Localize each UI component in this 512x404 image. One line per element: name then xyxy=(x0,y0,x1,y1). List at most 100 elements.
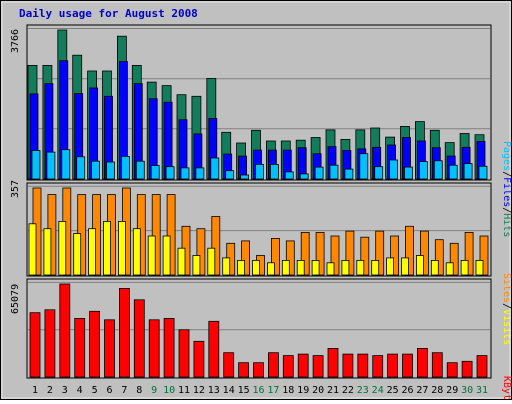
visits-bar xyxy=(475,259,484,276)
kbytes-bar xyxy=(431,352,443,378)
day-label: 28 xyxy=(431,385,443,396)
visits-bar xyxy=(162,235,171,276)
visits-bar xyxy=(237,259,246,276)
kbytes-bar xyxy=(357,353,369,378)
sites-bar xyxy=(375,230,385,276)
pages-bar xyxy=(255,163,264,180)
kbytes-bar xyxy=(44,309,56,378)
kbytes-bar xyxy=(133,299,145,378)
pages-bar xyxy=(195,167,205,180)
visits-bar xyxy=(177,247,186,276)
day-label: 16 xyxy=(252,385,264,396)
chart-title: Daily usage for August 2008 xyxy=(19,7,198,20)
sites-bar xyxy=(285,240,295,276)
legend-hits: Hits xyxy=(501,213,511,237)
legend-kbytes: KBytes xyxy=(501,376,511,399)
day-label: 10 xyxy=(163,385,175,396)
legend-files: Files xyxy=(501,177,511,207)
kbytes-bar xyxy=(163,317,175,378)
sites-bar xyxy=(211,216,221,276)
kbytes-bar xyxy=(74,317,86,378)
day-label: 2 xyxy=(47,385,53,396)
pages-bar xyxy=(478,165,488,180)
day-label: 6 xyxy=(106,385,112,396)
pages-bar xyxy=(418,161,428,180)
day-label: 31 xyxy=(476,385,488,396)
sites-bar xyxy=(241,240,251,276)
sites-bar xyxy=(464,231,474,276)
pages-bar xyxy=(463,163,473,180)
legend-sep-1: / xyxy=(501,171,511,177)
day-label: 24 xyxy=(372,385,384,396)
legend-sites: Sites xyxy=(501,273,511,303)
kbytes-bar xyxy=(387,353,399,378)
pages-bar xyxy=(210,157,220,180)
day-label: 9 xyxy=(151,385,157,396)
legend-visits: Visits xyxy=(501,309,511,345)
day-label: 27 xyxy=(416,385,428,396)
pages-bar xyxy=(448,164,458,180)
visits-bar xyxy=(445,262,454,276)
kbytes-bar xyxy=(267,352,279,378)
kbytes-bar xyxy=(446,362,458,378)
pages-bar xyxy=(150,165,160,180)
kbytes-bar xyxy=(416,347,428,378)
pages-bar xyxy=(374,166,384,180)
visits-bar xyxy=(132,228,141,276)
day-label: 19 xyxy=(297,385,309,396)
day-labels: 1 2 3 4 5 6 7 8 9 10 11 12 13 14 15 16 17 18 19 20 21 22 23 24 2… xyxy=(32,385,488,396)
kbytes-bar xyxy=(89,310,100,378)
kbytes-bar xyxy=(342,353,354,378)
visits-bar xyxy=(326,262,335,276)
visits-bar xyxy=(192,255,201,276)
sites-bar xyxy=(449,242,459,276)
sites-bar xyxy=(151,194,161,276)
kbytes-bar xyxy=(223,352,235,378)
sites-bar xyxy=(196,228,206,276)
kbytes-bar xyxy=(327,347,339,378)
visits-bar xyxy=(415,255,424,276)
sites-bar xyxy=(419,230,429,276)
pages-bar xyxy=(225,170,235,180)
y-max-label-hits: 3766 xyxy=(10,29,21,53)
sites-bar xyxy=(360,236,370,276)
visits-bar xyxy=(118,220,126,276)
sites-bar xyxy=(405,225,414,276)
sites-bar xyxy=(479,235,489,276)
visits-bar xyxy=(296,259,305,276)
day-label: 8 xyxy=(136,385,142,396)
day-label: 13 xyxy=(208,385,220,396)
pages-bar xyxy=(240,174,250,180)
kbytes-bar xyxy=(402,353,413,378)
kbytes-bar xyxy=(312,355,324,378)
day-label: 12 xyxy=(193,385,205,396)
visits-bar xyxy=(460,259,469,276)
kbytes-bar xyxy=(238,362,250,378)
visits-bar xyxy=(356,259,365,276)
pages-bar xyxy=(389,159,399,180)
visits-bar xyxy=(88,228,96,276)
pages-bar xyxy=(269,163,279,180)
pages-bar xyxy=(299,173,309,180)
pages-bar xyxy=(433,160,443,180)
visits-bar xyxy=(401,257,409,276)
visits-bar xyxy=(28,223,37,276)
pages-bar xyxy=(314,166,324,180)
day-label: 22 xyxy=(342,385,354,396)
kbytes-bar xyxy=(119,287,130,378)
visits-bar xyxy=(103,220,111,276)
visits-bar xyxy=(147,235,156,276)
pages-bar xyxy=(61,149,71,180)
day-label: 11 xyxy=(178,385,190,396)
visits-bar xyxy=(266,262,275,276)
pages-bar xyxy=(329,164,339,180)
kbytes-bar xyxy=(104,319,115,378)
day-label: 3 xyxy=(62,385,68,396)
kbytes-bar xyxy=(282,355,294,378)
visits-bar xyxy=(252,259,260,276)
day-label: 30 xyxy=(461,385,473,396)
sites-bar xyxy=(166,194,176,276)
bar-marks xyxy=(27,29,489,378)
pages-bar xyxy=(46,151,56,180)
